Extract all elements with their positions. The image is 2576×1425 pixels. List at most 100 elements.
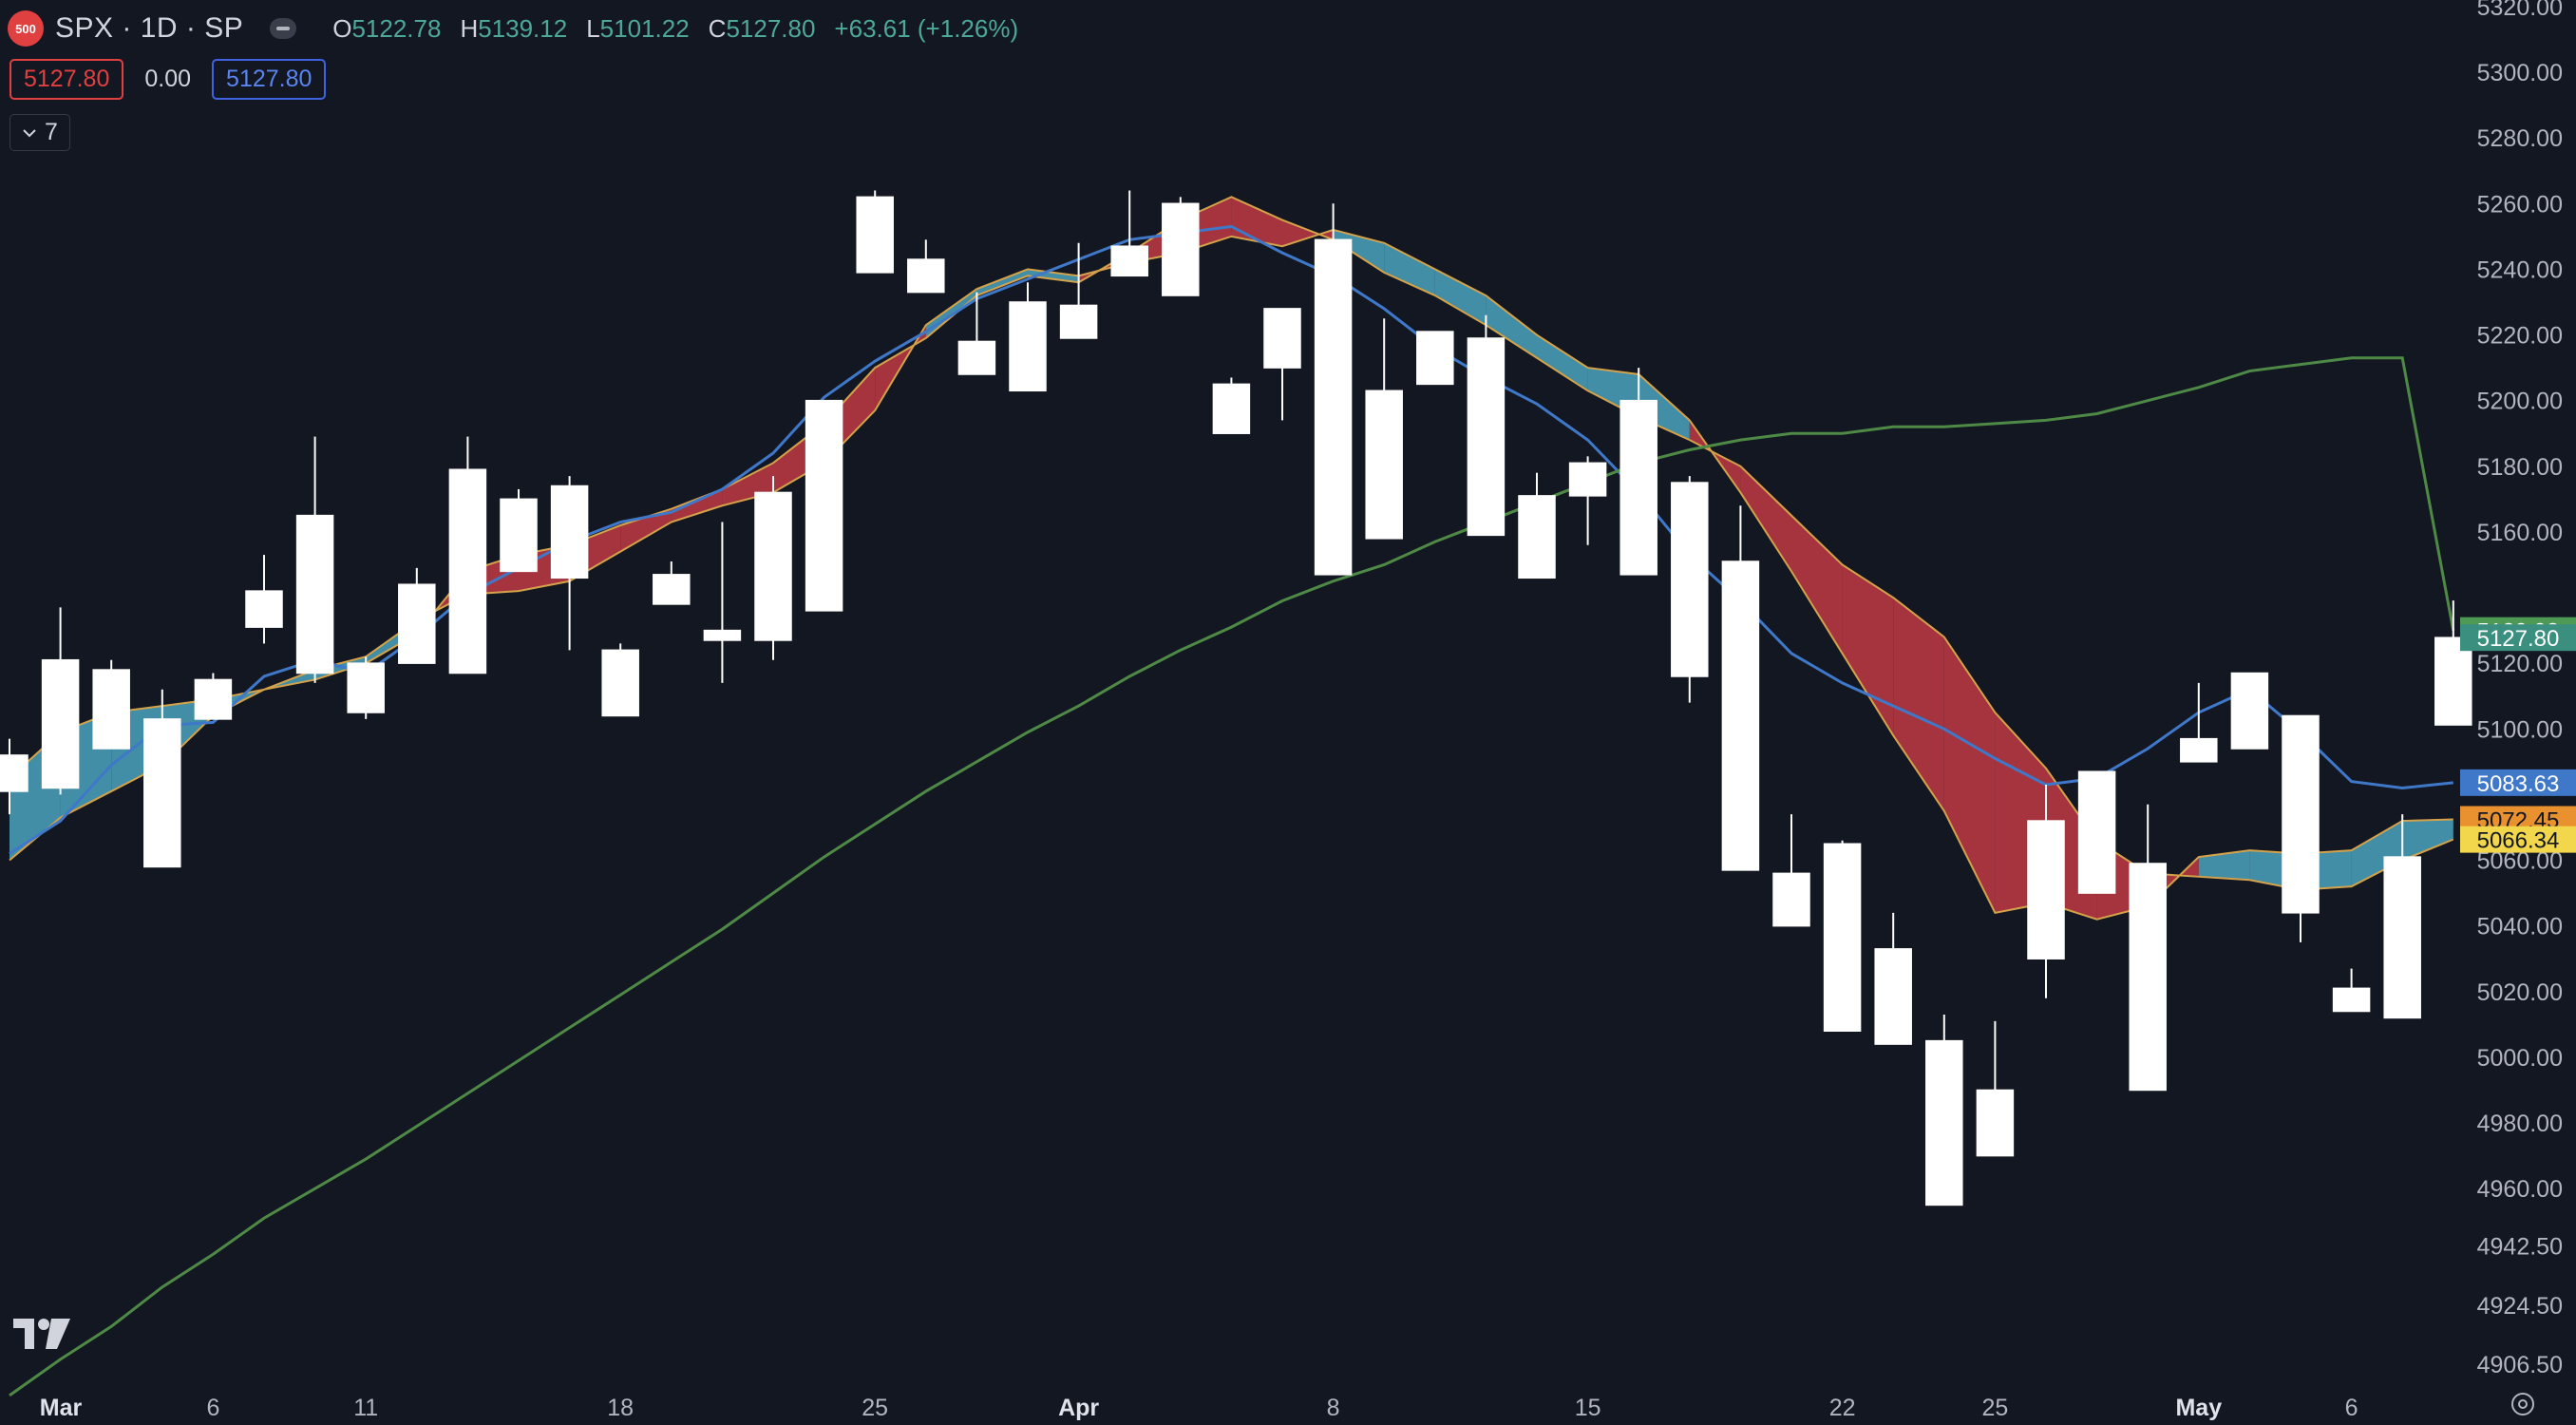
candle-body [856, 196, 894, 274]
high-key: H [460, 13, 479, 43]
cloud-segment [976, 269, 1028, 296]
cloud-segment [1842, 564, 1894, 736]
candle-body [2332, 987, 2371, 1013]
candle-body [1925, 1039, 1963, 1206]
candle-body [1976, 1089, 2015, 1157]
candle-body [2180, 737, 2218, 763]
candle-body [805, 399, 843, 612]
candle-body [957, 340, 996, 375]
candle-body [1874, 948, 1912, 1045]
y-tick-label: 4942.50 [2477, 1234, 2563, 1261]
candle-body [653, 574, 691, 605]
y-tick-label: 4924.50 [2477, 1293, 2563, 1320]
y-tick-label: 5160.00 [2477, 520, 2563, 546]
collapse-legend-button[interactable] [270, 18, 297, 39]
price-label-text: 5127.80 [2477, 626, 2560, 652]
open-value: 5122.78 [351, 13, 442, 43]
candle-body [703, 629, 742, 641]
ohlc-values: O5122.78 H5139.12 L5101.22 C5127.80 +63.… [332, 14, 1018, 44]
candle-body [2129, 863, 2167, 1092]
symbol-title[interactable]: SPX · 1D · SP [55, 12, 244, 44]
candle-body [2230, 672, 2269, 750]
cloud-segment [1282, 219, 1334, 247]
cloud-segment [1893, 598, 1944, 811]
indicator-count: 7 [45, 119, 58, 145]
candle-body [1110, 245, 1148, 277]
cloud-segment [620, 508, 672, 552]
low-key: L [586, 13, 600, 43]
change-value: +63.61 (+1.26%) [834, 13, 1019, 43]
candle-body [2077, 770, 2116, 894]
moving-average-line [9, 356, 2455, 1397]
cloud-segment [1537, 334, 1588, 391]
y-tick-label: 5320.00 [2477, 0, 2563, 21]
cloud-segment [2351, 821, 2403, 887]
candle-body [1314, 238, 1353, 576]
candle-body [92, 669, 130, 750]
low-value: 5101.22 [599, 13, 690, 43]
cloud-segment [1740, 466, 1791, 572]
trade-panel: 5127.80 0.00 5127.80 [9, 59, 327, 100]
candle-body [448, 468, 487, 674]
tradingview-logo-icon [13, 1319, 70, 1349]
x-tick-label: 8 [1327, 1395, 1340, 1421]
candle-body [1416, 331, 1454, 386]
open-key: O [332, 13, 352, 43]
candle-body [1263, 308, 1301, 369]
x-tick-label: 25 [862, 1395, 888, 1421]
buy-button[interactable]: 5127.80 [212, 59, 327, 100]
y-tick-label: 5240.00 [2477, 256, 2563, 283]
y-tick-label: 5100.00 [2477, 716, 2563, 743]
candle-body [347, 662, 385, 713]
x-tick-label: 6 [2345, 1395, 2358, 1421]
cloud-segment [314, 656, 367, 680]
x-tick-label: May [2175, 1395, 2222, 1421]
price-label-box [2460, 624, 2576, 652]
candle-body [2434, 636, 2472, 726]
indicators-toggle[interactable]: 7 [9, 114, 70, 151]
candle-body [1671, 482, 1709, 677]
cloud-segment [1486, 295, 1537, 358]
y-tick-label: 5200.00 [2477, 389, 2563, 415]
candle-body [1212, 383, 1251, 434]
candle-body [1467, 337, 1506, 537]
candle-body [295, 514, 334, 674]
cloud-segment [2402, 819, 2453, 861]
candle-body [1162, 202, 1200, 296]
y-tick-label: 5020.00 [2477, 979, 2563, 1006]
candle-body [1365, 390, 1403, 540]
minus-icon [276, 27, 291, 30]
gear-icon[interactable] [2508, 1389, 2538, 1419]
x-tick-label: 6 [206, 1395, 219, 1421]
candle-body [1518, 495, 1556, 580]
symbol-logo-icon: 500 [8, 10, 44, 47]
cloud-segment [1791, 515, 1843, 654]
chart-header: 500 SPX · 1D · SP O5122.78 H5139.12 L510… [8, 8, 1018, 49]
close-key: C [708, 13, 727, 43]
y-tick-label: 4906.50 [2477, 1352, 2563, 1378]
cloud-segment [2198, 850, 2250, 881]
price-label-box [2460, 769, 2576, 796]
price-label-text: 5083.63 [2477, 771, 2560, 797]
moving-average-line [9, 224, 2453, 855]
cloud-segment [1384, 242, 1435, 296]
candle-body [2383, 856, 2421, 1019]
candle-body [1568, 462, 1607, 497]
y-tick-label: 5280.00 [2477, 125, 2563, 152]
candle-body [194, 678, 233, 720]
candle-body [500, 498, 538, 573]
x-tick-label: 25 [1981, 1395, 2008, 1421]
y-tick-label: 5260.00 [2477, 191, 2563, 218]
close-value: 5127.80 [726, 13, 816, 43]
sell-button[interactable]: 5127.80 [9, 59, 124, 100]
cloud-segment [671, 488, 723, 522]
candle-body [0, 754, 28, 792]
candle-body [1823, 843, 1862, 1033]
x-tick-label: 18 [607, 1395, 634, 1421]
candle-body [245, 590, 283, 628]
cloud-segment [1943, 636, 1996, 913]
candle-body [601, 649, 639, 717]
y-tick-label: 4960.00 [2477, 1176, 2563, 1203]
y-tick-label: 5180.00 [2477, 454, 2563, 481]
